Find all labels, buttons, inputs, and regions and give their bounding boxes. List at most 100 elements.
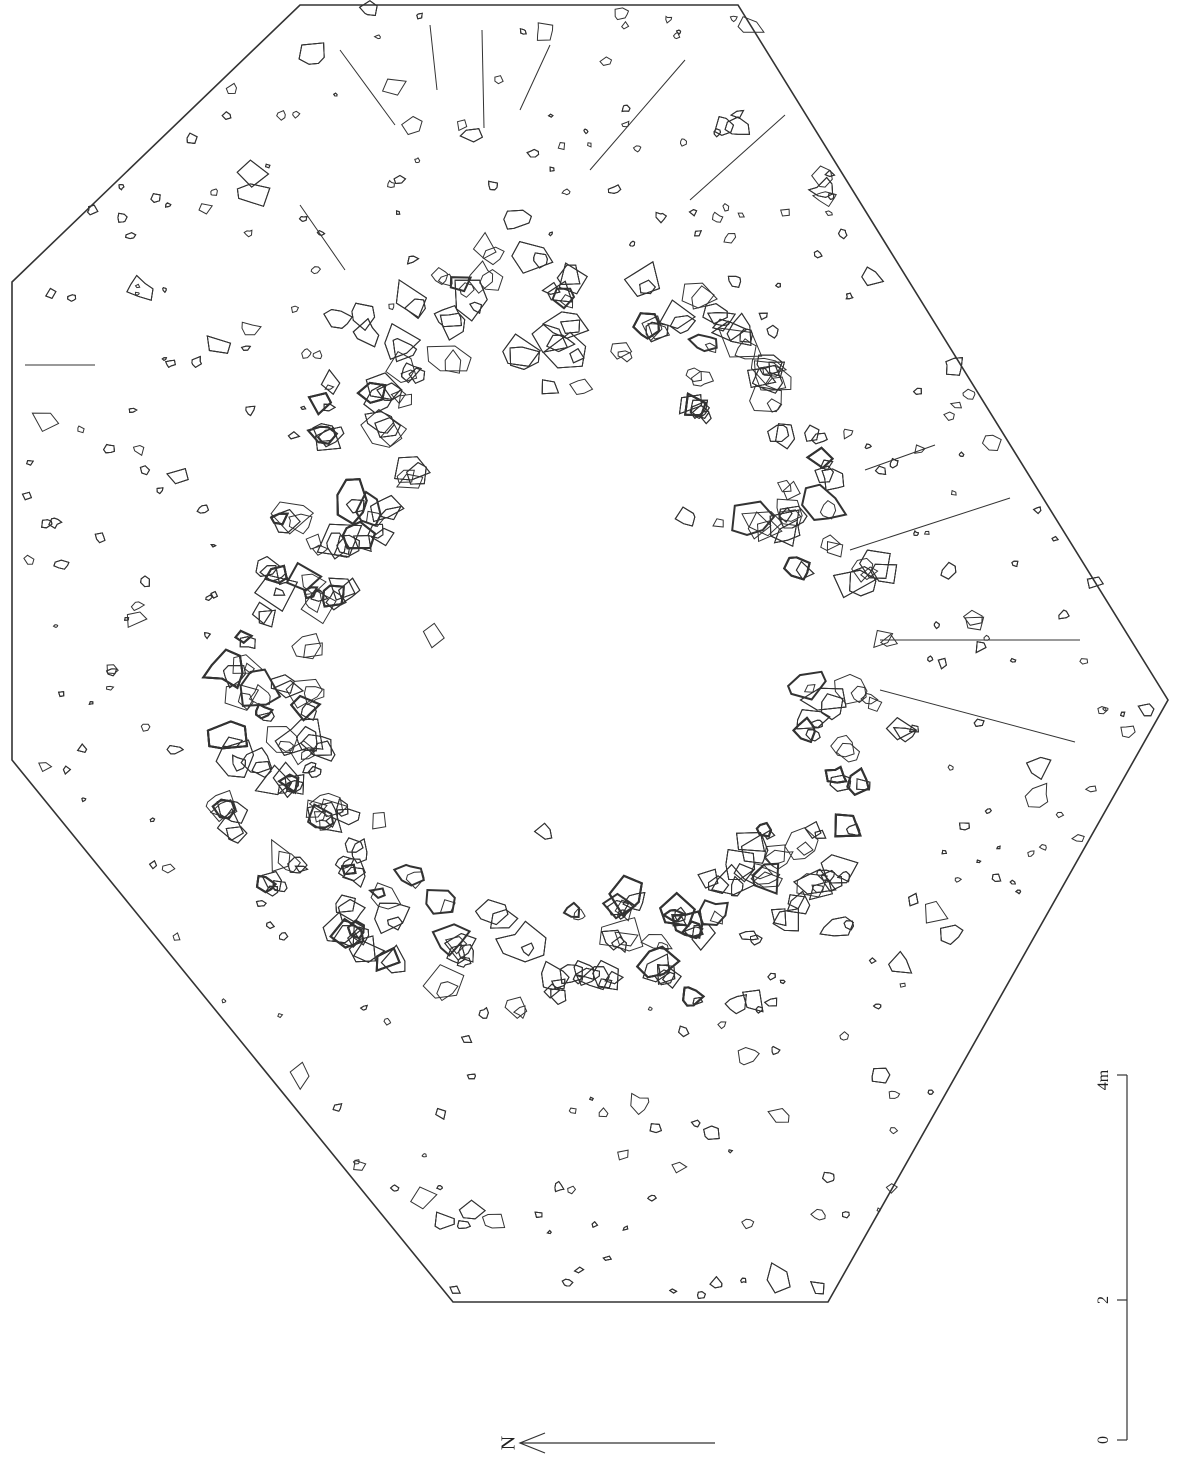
- stone: [726, 312, 752, 347]
- stone: [741, 1218, 755, 1230]
- stone: [879, 633, 899, 647]
- stone: [561, 188, 571, 196]
- stone: [602, 1255, 612, 1261]
- stone: [1027, 850, 1035, 857]
- stone: [587, 142, 592, 148]
- stone: [531, 323, 569, 353]
- stone: [640, 933, 673, 950]
- stone: [737, 16, 765, 33]
- stone: [542, 331, 587, 369]
- stone: [67, 294, 77, 302]
- stone: [872, 1003, 882, 1010]
- stone: [536, 22, 554, 41]
- stone: [773, 519, 801, 544]
- stone: [365, 372, 402, 401]
- stone: [434, 1211, 455, 1230]
- stone: [130, 601, 146, 612]
- stone: [758, 312, 768, 321]
- stone: [941, 849, 948, 855]
- stone: [243, 229, 253, 238]
- stone: [685, 367, 702, 383]
- stone: [826, 540, 844, 558]
- stone: [767, 972, 776, 981]
- stone: [388, 303, 395, 311]
- stone: [404, 298, 426, 320]
- stone: [422, 964, 465, 999]
- stone: [307, 801, 343, 833]
- stone: [659, 891, 696, 927]
- stone: [277, 850, 301, 873]
- stone: [623, 261, 661, 297]
- stone: [697, 868, 719, 889]
- stone: [296, 725, 318, 752]
- stone: [458, 1199, 486, 1220]
- stone: [707, 312, 736, 327]
- stone: [784, 827, 819, 861]
- stone: [937, 657, 947, 670]
- stone: [57, 691, 65, 698]
- stone: [778, 509, 802, 527]
- stone: [433, 305, 462, 328]
- stone: [374, 417, 401, 438]
- stone: [1102, 706, 1109, 712]
- stone: [558, 262, 588, 295]
- stone: [736, 831, 766, 852]
- stone: [320, 368, 341, 395]
- stone: [691, 404, 710, 419]
- stone: [368, 887, 386, 900]
- stone: [422, 622, 445, 649]
- stone: [117, 212, 128, 223]
- stone: [943, 411, 955, 421]
- stone: [1086, 576, 1104, 589]
- stone: [1011, 560, 1019, 568]
- stone: [94, 532, 106, 544]
- stone: [132, 444, 145, 457]
- stone: [819, 459, 834, 471]
- stone: [860, 692, 879, 705]
- stone: [630, 1092, 650, 1116]
- stone: [466, 1073, 476, 1080]
- stone: [808, 880, 833, 901]
- stone: [813, 250, 823, 259]
- stone: [805, 446, 835, 470]
- stone: [548, 231, 553, 237]
- stone: [303, 586, 319, 600]
- stone: [312, 423, 336, 442]
- stone: [342, 866, 366, 888]
- stone: [317, 426, 345, 448]
- stone: [456, 956, 472, 968]
- stone: [1051, 535, 1059, 542]
- stone: [459, 282, 475, 298]
- stone: [259, 564, 279, 582]
- stone: [222, 736, 244, 748]
- stone: [511, 241, 554, 274]
- stone: [395, 210, 401, 215]
- stone: [591, 1220, 599, 1229]
- stone: [255, 702, 274, 720]
- stone: [782, 556, 811, 581]
- stone: [924, 900, 949, 924]
- stone: [573, 959, 595, 981]
- stone: [873, 629, 894, 649]
- stone: [140, 723, 151, 732]
- stone: [814, 829, 827, 839]
- stone: [725, 849, 756, 880]
- stone: [364, 411, 395, 434]
- stone: [41, 519, 53, 529]
- stone: [569, 378, 594, 396]
- stone: [850, 685, 867, 704]
- stone: [559, 964, 583, 985]
- stone: [846, 766, 870, 797]
- stone: [389, 1184, 400, 1192]
- stone: [325, 816, 337, 828]
- stone: [365, 510, 385, 528]
- stone: [405, 871, 425, 890]
- stone: [671, 1161, 688, 1174]
- stone: [707, 875, 730, 894]
- stone: [236, 159, 270, 188]
- north-arrow: N: [498, 1432, 715, 1454]
- stone: [459, 128, 484, 143]
- stone: [244, 662, 256, 675]
- radial-line: [589, 59, 686, 171]
- scale-bar: 0 2 4m: [1095, 1069, 1128, 1444]
